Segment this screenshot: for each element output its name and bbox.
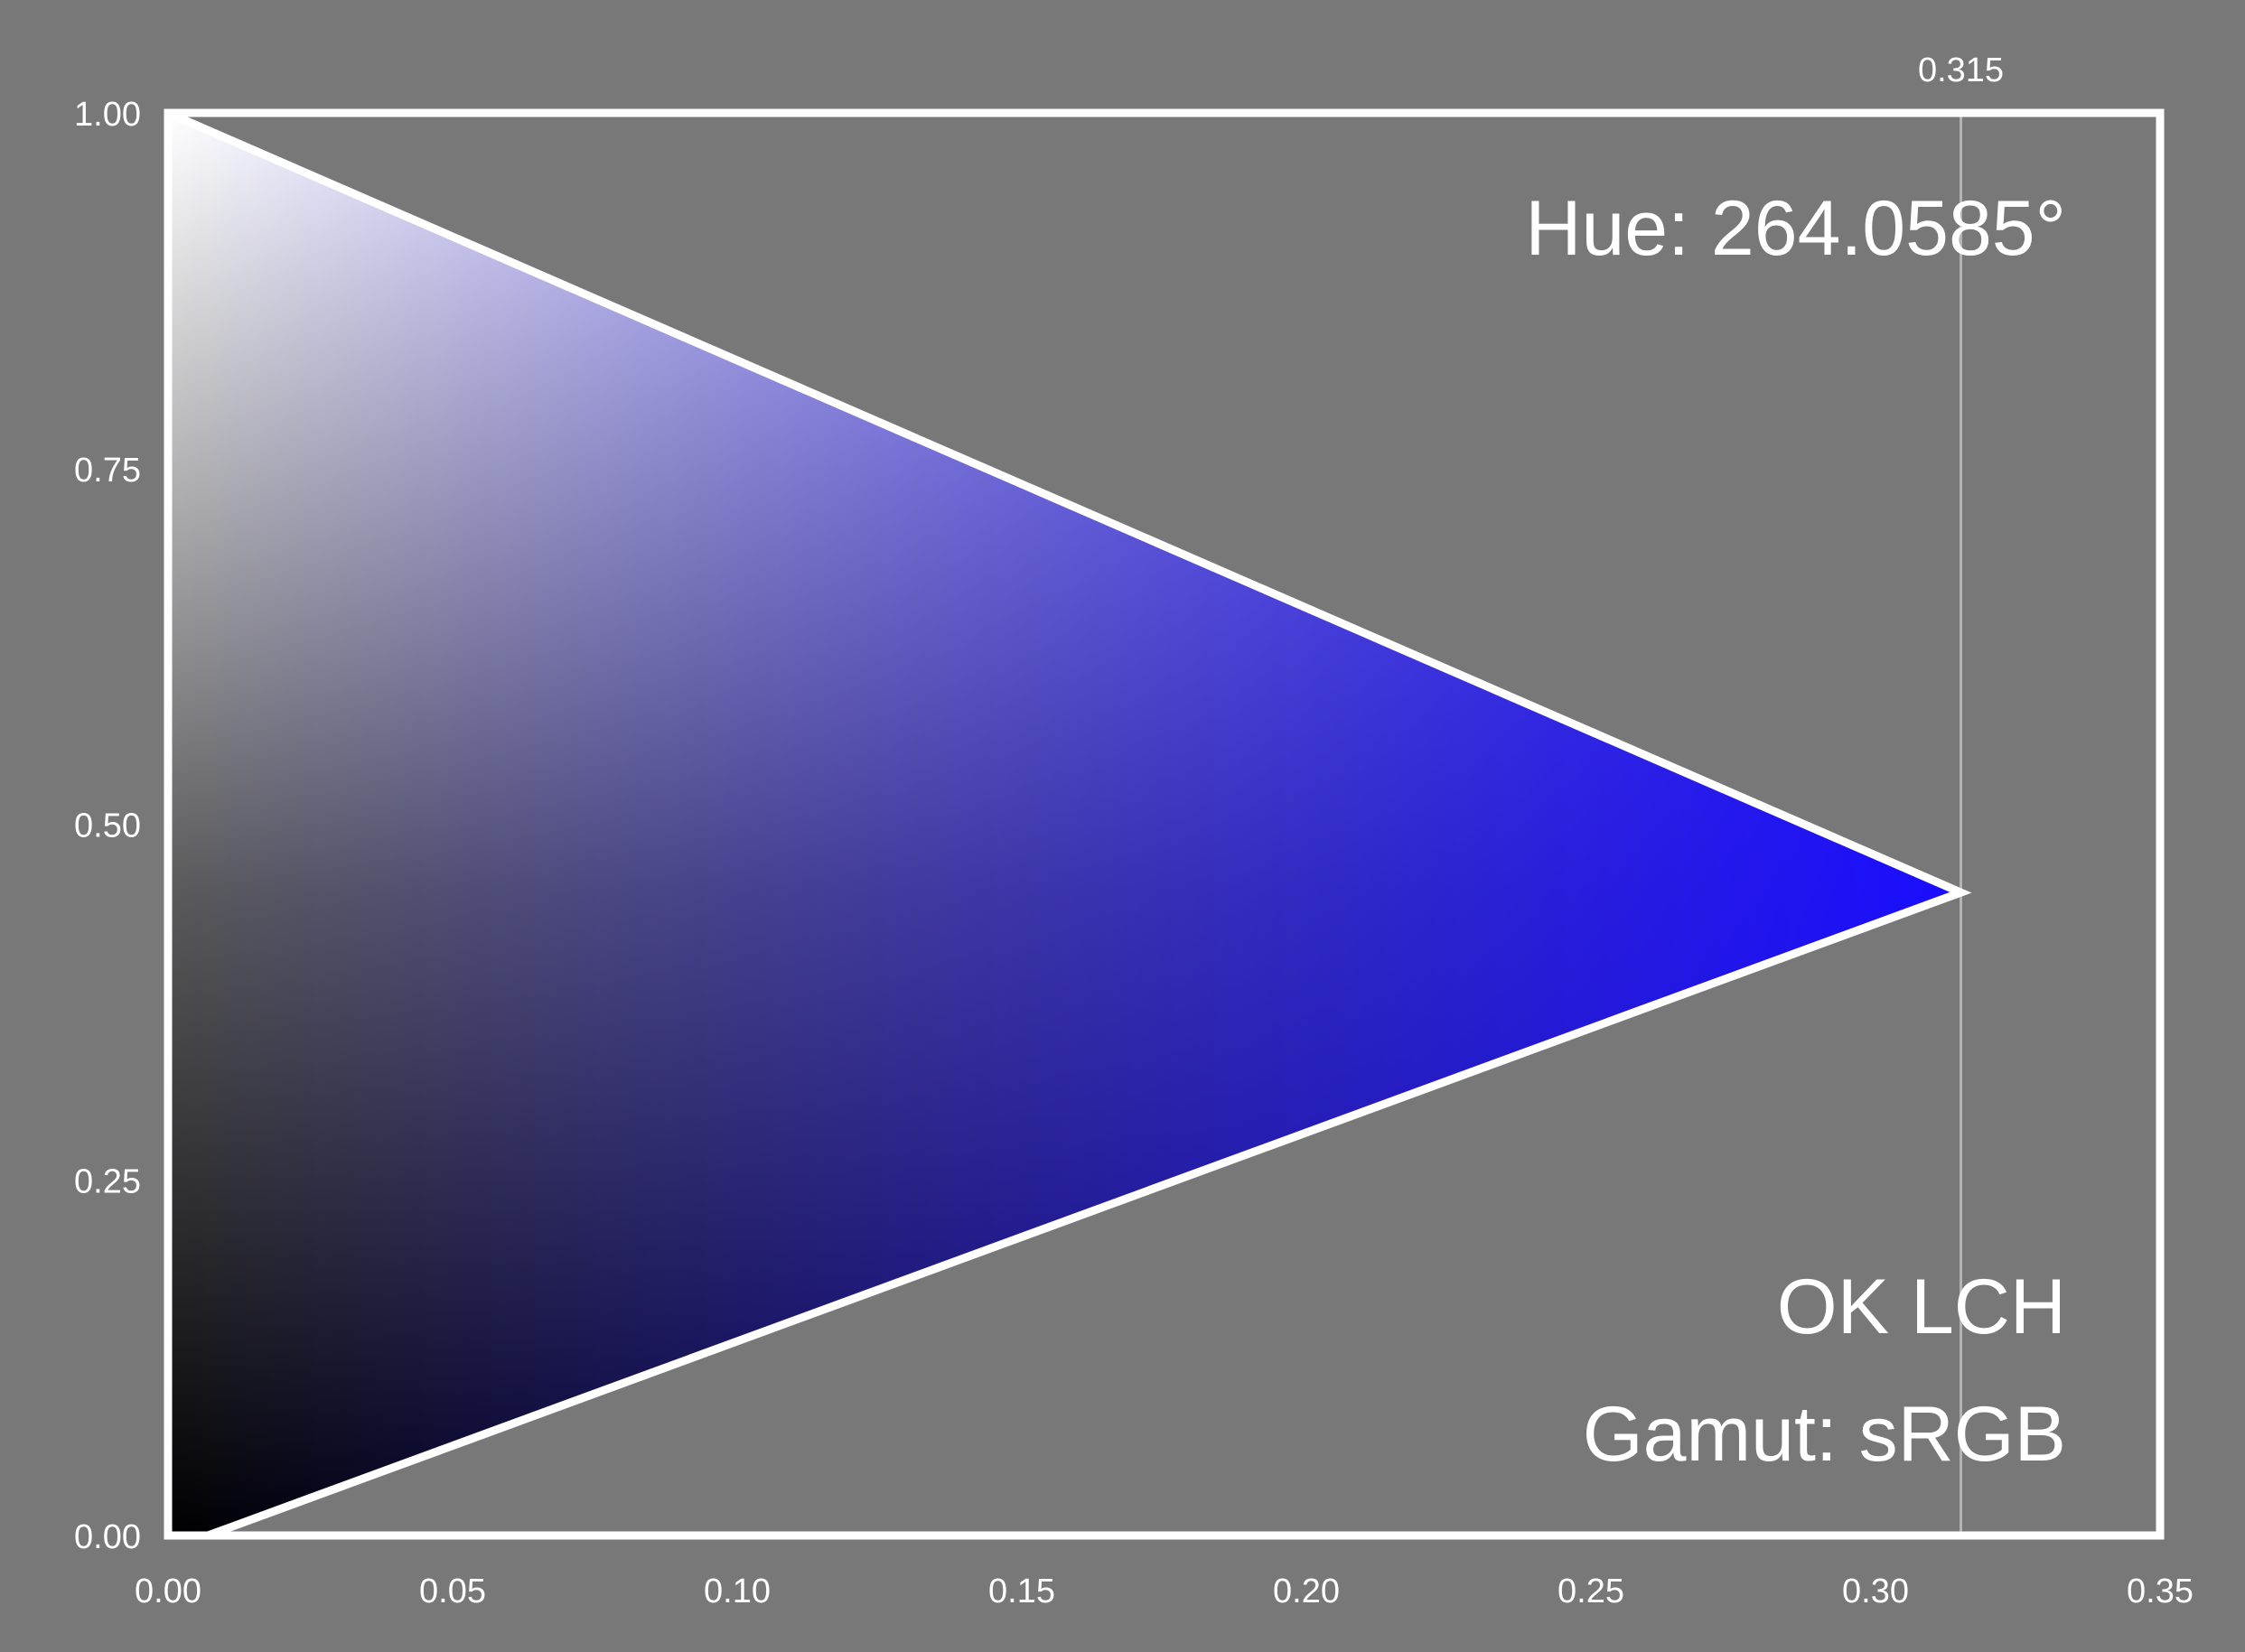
y-tick-label: 0.75 (74, 452, 141, 490)
gamut-fill (168, 113, 1961, 1535)
x-tick-label: 0.00 (135, 1573, 201, 1610)
x-tick-label: 0.15 (988, 1573, 1055, 1610)
x-axis-ticks: 0.00 0.05 0.10 0.15 0.20 0.25 0.30 0.35 (135, 1573, 2194, 1610)
x-tick-label: 0.20 (1273, 1573, 1340, 1610)
plot-frame (164, 108, 2165, 1540)
colorspace-label: OK LCH (1777, 1264, 2066, 1350)
hue-label: Hue: 264.0585° (1525, 185, 2066, 272)
y-tick-label: 1.00 (74, 96, 141, 134)
gamut-label: Gamut: sRGB (1583, 1391, 2066, 1478)
x-tick-label: 0.35 (2127, 1573, 2194, 1610)
x-tick-label: 0.10 (704, 1573, 771, 1610)
y-tick-label: 0.50 (74, 807, 141, 845)
x-tick-label: 0.05 (419, 1573, 486, 1610)
gamut-boundary-line (166, 108, 1972, 1540)
x-tick-label: 0.30 (1842, 1573, 1909, 1610)
y-tick-label: 0.25 (74, 1162, 141, 1200)
y-axis-ticks: 0.00 0.25 0.50 0.75 1.00 (74, 96, 141, 1556)
x-tick-label: 0.25 (1557, 1573, 1624, 1610)
y-tick-label: 0.00 (74, 1518, 141, 1556)
cusp-chroma-label: 0.315 (1918, 51, 2004, 89)
